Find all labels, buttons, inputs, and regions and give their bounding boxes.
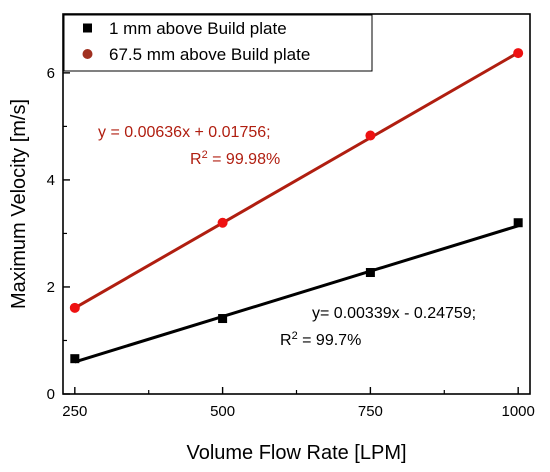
legend-box [63, 14, 373, 72]
x-tick-label: 250 [62, 403, 87, 420]
axis-tick-labels: 250 500 750 1000 0 2 4 6 [47, 65, 535, 420]
y-tick-label: 4 [47, 172, 55, 189]
fit-r2-black: R2 = 99.7% [280, 330, 361, 349]
fit-equations: y = 0.00636x + 0.01756; R2 = 99.98% y= 0… [98, 124, 476, 349]
data-point-circle [217, 217, 228, 228]
x-tick-label: 750 [358, 403, 383, 420]
data-point-square [513, 218, 523, 228]
legend-marker-circle [82, 49, 93, 59]
y-axis-title: Maximum Velocity [m/s] [8, 99, 30, 309]
y-tick-label: 6 [47, 65, 55, 82]
data-point-circle [513, 48, 524, 59]
data-point-square [70, 354, 80, 364]
axis-ticks [63, 72, 519, 395]
fit-r2-red: R2 = 99.98% [190, 149, 280, 168]
legend-marker-square [83, 23, 92, 33]
data-point-circle [365, 130, 376, 141]
legend: 1 mm above Build plate 67.5 mm above Buil… [63, 14, 373, 72]
x-tick-label: 500 [210, 403, 235, 420]
x-tick-label: 1000 [501, 403, 534, 420]
legend-label: 1 mm above Build plate [109, 19, 287, 38]
legend-label: 67.5 mm above Build plate [109, 45, 310, 64]
fit-equation-black: y= 0.00339x - 0.24759; [312, 305, 476, 322]
data-point-square [218, 314, 228, 324]
fit-line-black [74, 224, 519, 364]
y-tick-label: 0 [47, 386, 55, 403]
x-axis-title: Volume Flow Rate [LPM] [186, 442, 406, 464]
data-point-square [365, 268, 375, 278]
fit-line-red [74, 51, 519, 310]
fit-lines [74, 51, 519, 364]
fit-equation-red: y = 0.00636x + 0.01756; [98, 124, 271, 141]
data-point-circle [69, 302, 80, 313]
data-markers [69, 48, 524, 364]
y-tick-label: 2 [47, 279, 55, 296]
